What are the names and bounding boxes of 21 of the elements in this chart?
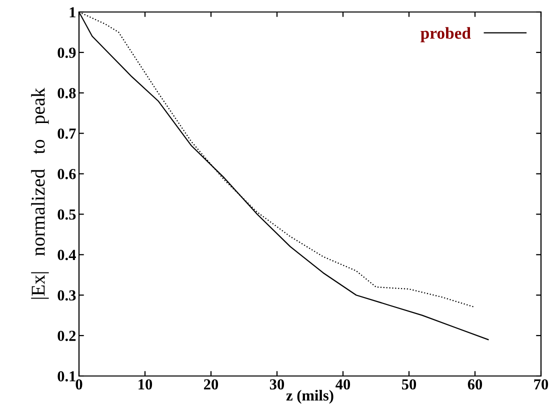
y-tick-label: 0.2 bbox=[58, 330, 76, 342]
y-tick-label: 0.6 bbox=[58, 168, 76, 180]
y-tick-label: 0.8 bbox=[58, 88, 76, 98]
y-tick-label: 0.1 bbox=[58, 371, 76, 382]
x-tick-label: 30 bbox=[270, 379, 284, 390]
x-axis-title: z (mils) bbox=[286, 390, 334, 404]
y-tick-label: 0.9 bbox=[58, 48, 76, 58]
x-tick-label: 10 bbox=[138, 379, 152, 390]
y-tick-label: 1 bbox=[70, 7, 76, 18]
legend-label: probed bbox=[420, 27, 471, 42]
x-tick-label: 20 bbox=[204, 379, 218, 390]
y-tick-label: 0.3 bbox=[58, 290, 76, 301]
x-tick-label: 0 bbox=[76, 379, 82, 390]
x-tick-label: 50 bbox=[402, 379, 416, 390]
x-tick-label: 70 bbox=[534, 379, 548, 390]
y-tick-label: 0.7 bbox=[58, 128, 76, 139]
x-tick-label: 60 bbox=[468, 379, 482, 390]
y-tick-label: 0.5 bbox=[58, 209, 76, 220]
y-axis-title: |Ex| normalized to peak bbox=[31, 88, 49, 299]
x-tick-label: 40 bbox=[336, 379, 350, 390]
y-tick-label: 0.4 bbox=[58, 250, 76, 260]
